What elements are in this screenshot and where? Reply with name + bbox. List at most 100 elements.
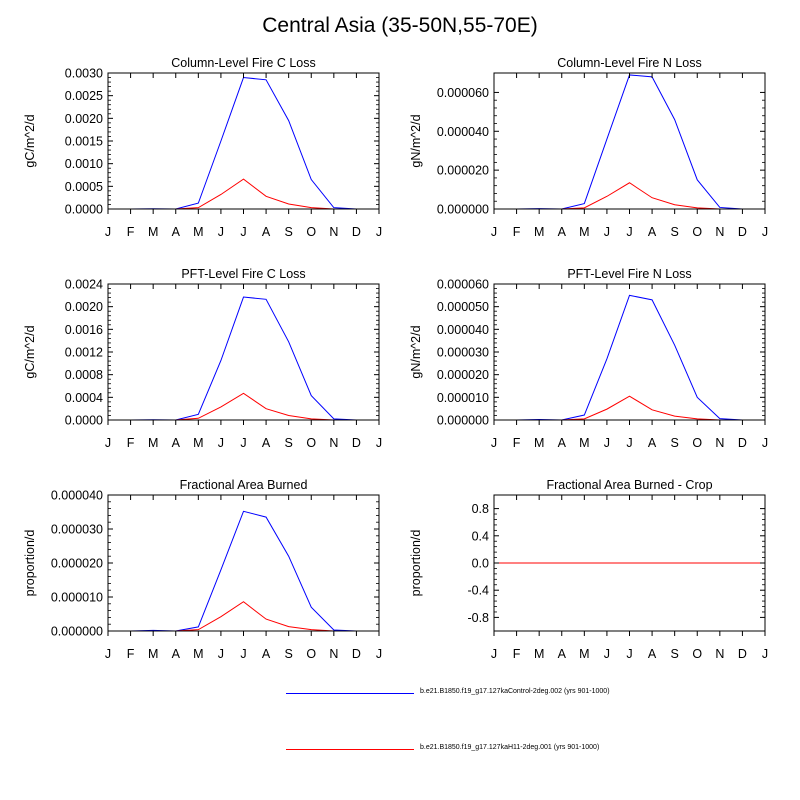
x-tick-label: M — [579, 647, 589, 661]
y-tick-label: 0.0016 — [65, 323, 103, 337]
x-tick-label: J — [762, 225, 768, 239]
x-tick-label: O — [306, 436, 316, 450]
x-tick-label: J — [240, 436, 246, 450]
x-tick-label: O — [306, 225, 316, 239]
plot-frame — [493, 283, 766, 421]
x-tick-label: J — [218, 225, 224, 239]
y-axis-label: proportion/d — [23, 530, 37, 597]
legend-label-control: b.e21.B1850.f19_g17.127kaControl-2deg.00… — [420, 688, 610, 695]
x-tick-label: M — [193, 225, 203, 239]
y-tick-label: 0.4 — [472, 529, 489, 543]
series-line-control — [494, 74, 765, 210]
x-tick-label: J — [491, 647, 497, 661]
x-tick-label: N — [329, 225, 338, 239]
x-tick-label: M — [534, 436, 544, 450]
x-tick-label: J — [604, 225, 610, 239]
y-tick-label: 0.000020 — [437, 368, 489, 382]
x-tick-label: S — [670, 647, 678, 661]
x-tick-label: N — [715, 225, 724, 239]
panel-title: Column-Level Fire C Loss — [171, 56, 316, 70]
y-axis-label: gN/m^2/d — [409, 325, 423, 378]
x-tick-label: F — [127, 647, 135, 661]
y-tick-label: 0.0010 — [65, 157, 103, 171]
y-axis-label: gC/m^2/d — [23, 325, 37, 378]
y-tick-label: 0.8 — [472, 502, 489, 516]
y-tick-label: 0.000010 — [437, 391, 489, 405]
series-line-experiment — [494, 182, 765, 210]
plot-frame — [107, 283, 380, 421]
y-tick-label: 0.000050 — [437, 300, 489, 314]
x-tick-label: J — [762, 647, 768, 661]
y-tick-label: 0.0008 — [65, 368, 103, 382]
x-tick-label: M — [534, 647, 544, 661]
x-tick-label: J — [218, 647, 224, 661]
y-tick-label: 0.0000 — [65, 203, 103, 217]
x-tick-label: F — [513, 647, 521, 661]
x-tick-label: F — [513, 436, 521, 450]
x-tick-label: J — [762, 436, 768, 450]
series-line-control — [494, 294, 765, 421]
y-tick-label: 0.000000 — [437, 203, 489, 217]
x-tick-label: J — [626, 647, 632, 661]
x-tick-label: O — [692, 647, 702, 661]
x-tick-label: J — [491, 225, 497, 239]
x-tick-label: N — [715, 647, 724, 661]
x-tick-label: O — [306, 647, 316, 661]
chart-panel-2: Column-Level Fire N Loss gN/m^2/d 0.000000… — [409, 56, 768, 239]
x-tick-label: F — [127, 225, 135, 239]
y-tick-label: 0.0024 — [65, 278, 103, 292]
x-tick-label: A — [262, 225, 271, 239]
x-tick-label: J — [604, 647, 610, 661]
series-line-experiment — [494, 395, 765, 421]
panel-title: PFT-Level Fire C Loss — [181, 267, 305, 281]
x-tick-label: N — [715, 436, 724, 450]
x-tick-label: A — [262, 436, 271, 450]
x-tick-label: N — [329, 647, 338, 661]
x-tick-label: M — [579, 436, 589, 450]
x-tick-label: J — [376, 647, 382, 661]
x-tick-label: M — [534, 225, 544, 239]
x-tick-label: A — [172, 647, 181, 661]
x-tick-label: S — [670, 436, 678, 450]
x-tick-label: A — [648, 436, 657, 450]
y-axis-label: gN/m^2/d — [409, 114, 423, 167]
x-tick-label: S — [284, 436, 292, 450]
x-tick-label: J — [105, 647, 111, 661]
x-tick-label: A — [558, 647, 567, 661]
x-tick-label: S — [670, 225, 678, 239]
legend-line-control — [286, 693, 414, 694]
y-tick-label: 0.000020 — [437, 164, 489, 178]
x-tick-label: J — [376, 225, 382, 239]
y-tick-label: 0.000060 — [437, 278, 489, 292]
y-tick-label: 0.000000 — [51, 625, 103, 639]
series-line-experiment — [108, 601, 334, 632]
series-line-experiment — [108, 392, 379, 421]
x-tick-label: J — [376, 436, 382, 450]
y-axis-label: gC/m^2/d — [23, 114, 37, 167]
y-tick-label: 0.000040 — [437, 323, 489, 337]
y-tick-label: 0.0020 — [65, 112, 103, 126]
y-tick-label: 0.000000 — [437, 414, 489, 428]
x-tick-label: F — [513, 225, 521, 239]
y-tick-label: 0.000060 — [437, 86, 489, 100]
y-tick-label: 0.0000 — [65, 414, 103, 428]
chart-panel-5: Fractional Area Burned proportion/d 0.0000… — [23, 478, 382, 661]
x-tick-label: A — [558, 225, 567, 239]
x-tick-label: A — [648, 225, 657, 239]
legend-line-experiment — [286, 749, 414, 750]
x-tick-label: F — [127, 436, 135, 450]
x-tick-label: O — [692, 225, 702, 239]
y-tick-label: 0.000010 — [51, 591, 103, 605]
x-tick-label: M — [579, 225, 589, 239]
x-tick-label: D — [352, 436, 361, 450]
series-line-experiment — [108, 178, 379, 210]
chart-panel-4: PFT-Level Fire N Loss gN/m^2/d 0.000000 0.0… — [409, 267, 768, 450]
legend-label-experiment: b.e21.B1850.f19_g17.127kaH11-2deg.001 (y… — [420, 744, 600, 751]
chart-panel-1: Column-Level Fire C Loss gC/m^2/d 0.0000 0.… — [23, 56, 382, 239]
x-tick-label: O — [692, 436, 702, 450]
x-tick-label: J — [626, 225, 632, 239]
y-tick-label: 0.000040 — [51, 489, 103, 503]
x-tick-label: M — [148, 647, 158, 661]
x-tick-label: D — [738, 436, 747, 450]
x-tick-label: M — [193, 647, 203, 661]
